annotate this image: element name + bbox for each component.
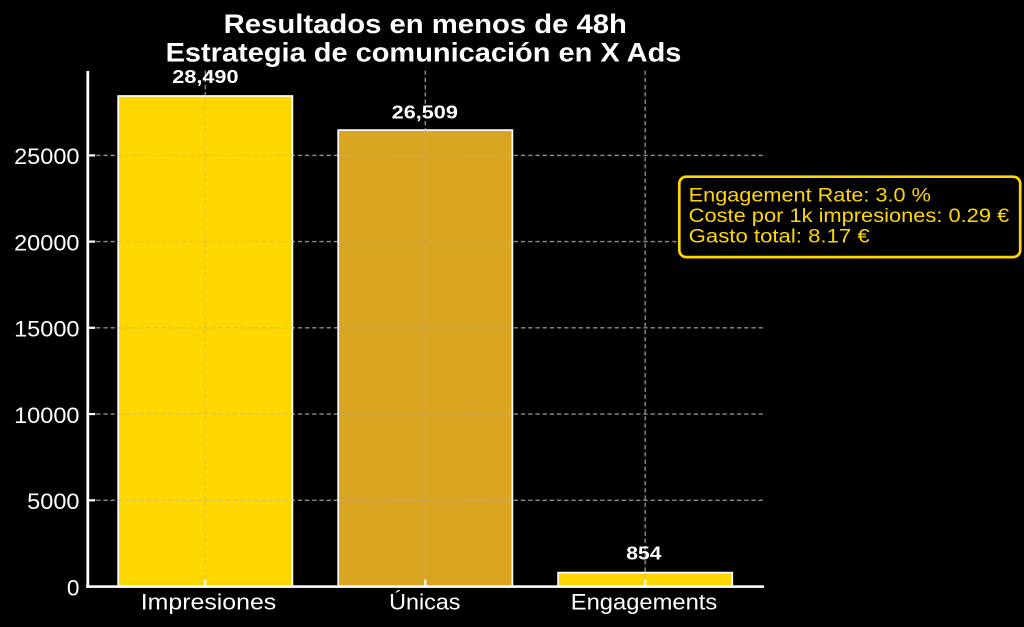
svg-text:Únicas: Únicas	[389, 589, 460, 614]
svg-text:Impresiones: Impresiones	[141, 589, 277, 614]
svg-text:28,490: 28,490	[172, 67, 238, 87]
svg-text:Estrategia de comunicación en: Estrategia de comunicación en X Ads	[166, 38, 682, 68]
svg-text:0: 0	[67, 575, 80, 600]
svg-text:26,509: 26,509	[392, 103, 458, 123]
svg-text:25000: 25000	[14, 144, 79, 169]
svg-text:10000: 10000	[14, 403, 79, 428]
svg-text:Engagement Rate: 3.0 %: Engagement Rate: 3.0 %	[689, 185, 931, 207]
svg-text:854: 854	[626, 543, 661, 563]
svg-text:Engagements: Engagements	[571, 589, 718, 614]
svg-text:Resultados en menos de 48h: Resultados en menos de 48h	[224, 9, 627, 39]
svg-text:15000: 15000	[14, 317, 79, 342]
svg-text:20000: 20000	[14, 230, 79, 255]
svg-text:Coste por 1k impresiones: 0.29: Coste por 1k impresiones: 0.29 €	[689, 205, 1010, 227]
svg-text:Gasto total: 8.17 €: Gasto total: 8.17 €	[689, 226, 870, 248]
svg-text:5000: 5000	[27, 489, 79, 514]
